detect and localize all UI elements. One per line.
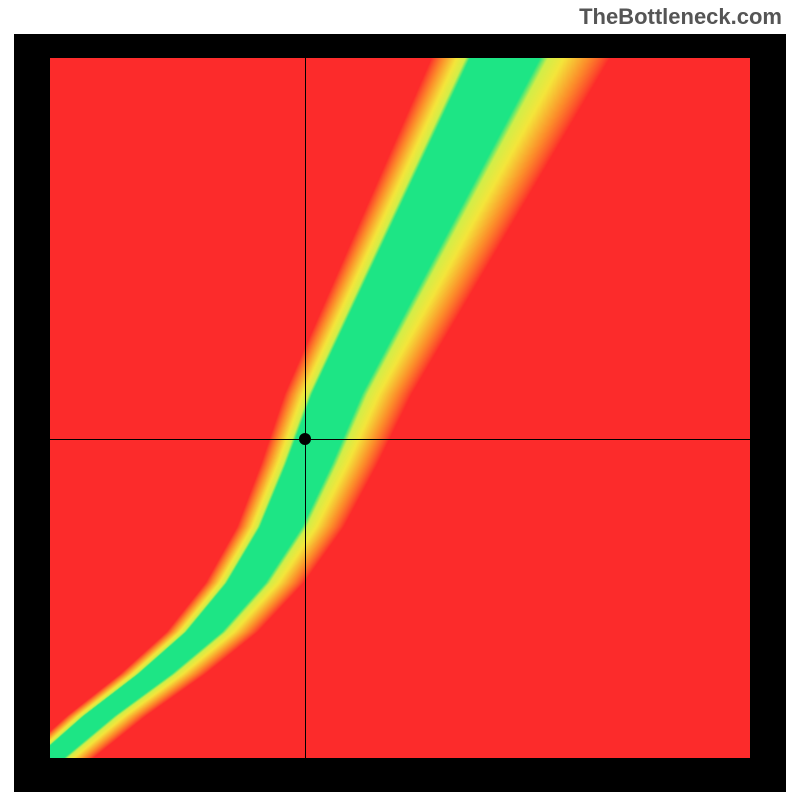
heatmap-plot — [50, 58, 750, 758]
crosshair-horizontal — [50, 439, 750, 440]
crosshair-vertical — [305, 58, 306, 758]
heatmap-canvas — [50, 58, 750, 758]
watermark-text: TheBottleneck.com — [579, 4, 782, 30]
data-point-marker — [299, 433, 311, 445]
chart-outer-frame — [14, 34, 786, 792]
